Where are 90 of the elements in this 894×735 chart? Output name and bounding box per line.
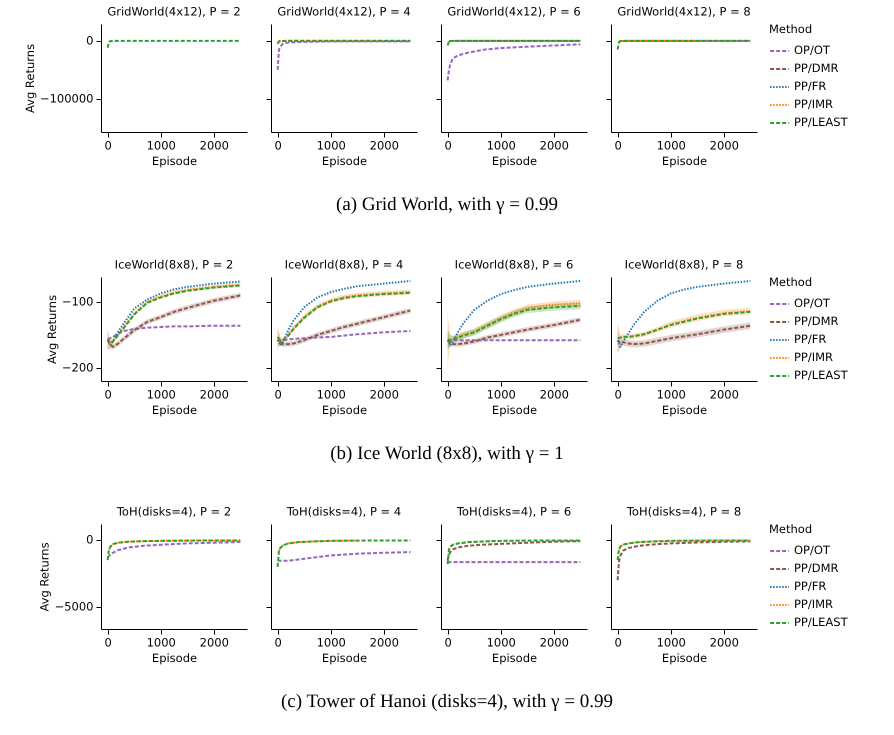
x-tick-label: 2000	[540, 636, 569, 650]
x-tick-label: 1000	[656, 138, 686, 152]
x-tick-label: 2000	[370, 138, 399, 152]
legend-label: PP/LEAST	[794, 615, 849, 629]
x-tick-label: 1000	[316, 388, 346, 402]
legend-title: Method	[769, 275, 812, 289]
x-axis-title: Episode	[152, 403, 198, 417]
legend-label: PP/FR	[794, 332, 826, 346]
x-tick-label: 0	[104, 138, 112, 152]
x-tick-label: 1000	[146, 388, 176, 402]
x-axis-title: Episode	[322, 154, 368, 168]
chart-title: ToH(disks=4), P = 2	[116, 504, 232, 518]
legend-label: PP/IMR	[794, 597, 834, 611]
x-tick-label: 0	[444, 138, 452, 152]
y-axis-title: Avg Returns	[22, 44, 37, 114]
x-tick-label: 2000	[540, 388, 569, 402]
x-tick-label: 1000	[316, 138, 346, 152]
x-tick-label: 2000	[370, 388, 399, 402]
legend-label: PP/FR	[794, 579, 826, 593]
x-tick-label: 0	[104, 388, 112, 402]
legend-label: PP/DMR	[794, 314, 839, 328]
x-tick-label: 0	[274, 388, 282, 402]
x-tick-label: 0	[104, 636, 112, 650]
y-axis-title: Avg Returns	[44, 294, 59, 364]
chart-title: GridWorld(4x12), P = 8	[617, 4, 751, 18]
chart-title: ToH(disks=4), P = 8	[626, 504, 742, 518]
text: (a) Grid World, with γ = 0.99	[335, 194, 559, 216]
x-tick-label: 1000	[146, 636, 176, 650]
chart-title: ToH(disks=4), P = 6	[456, 504, 572, 518]
x-tick-label: 0	[274, 138, 282, 152]
chart-title: GridWorld(4x12), P = 6	[447, 4, 581, 18]
x-tick-label: 1000	[486, 388, 516, 402]
x-tick-label: 2000	[710, 388, 739, 402]
chart-title: IceWorld(8x8), P = 2	[114, 258, 234, 272]
x-tick-label: 0	[444, 388, 452, 402]
text: (b) Ice World (8x8), with γ = 1	[329, 443, 565, 465]
x-tick-label: 0	[614, 636, 622, 650]
x-tick-label: 2000	[540, 138, 569, 152]
chart-title: IceWorld(8x8), P = 6	[454, 258, 574, 272]
chart-title: IceWorld(8x8), P = 8	[624, 258, 744, 272]
y-tick-label: −100000	[40, 91, 94, 106]
x-tick-label: 0	[614, 138, 622, 152]
y-tick-label: −200	[62, 360, 94, 374]
legend-label: PP/LEAST	[794, 368, 849, 382]
x-tick-label: 2000	[200, 636, 229, 650]
x-axis-title: Episode	[492, 154, 538, 168]
x-tick-label: 1000	[486, 138, 516, 152]
legend-title: Method	[769, 522, 812, 536]
chart-title: ToH(disks=4), P = 4	[286, 504, 402, 518]
x-axis-title: Episode	[322, 403, 368, 417]
y-axis-title: Avg Returns	[38, 542, 52, 612]
chart-title: GridWorld(4x12), P = 2	[107, 4, 241, 18]
legend-label: PP/LEAST	[794, 115, 849, 129]
x-axis-title: Episode	[662, 403, 708, 417]
x-tick-label: 2000	[710, 138, 739, 152]
x-tick-label: 1000	[656, 636, 686, 650]
legend-label: PP/IMR	[794, 97, 834, 111]
legend-label: PP/DMR	[794, 561, 839, 575]
x-tick-label: 2000	[200, 138, 229, 152]
x-axis-title: Episode	[492, 651, 538, 665]
x-tick-label: 2000	[370, 636, 399, 650]
x-tick-label: 2000	[200, 388, 229, 402]
legend-label: OP/OT	[794, 43, 831, 57]
chart-title: GridWorld(4x12), P = 4	[277, 4, 411, 18]
legend-label: PP/DMR	[794, 61, 839, 75]
y-tick-label: 0	[86, 33, 94, 48]
x-tick-label: 1000	[146, 138, 176, 152]
x-axis-title: Episode	[492, 403, 538, 417]
x-axis-title: Episode	[152, 651, 198, 665]
chart-title: IceWorld(8x8), P = 4	[284, 258, 404, 272]
x-tick-label: 1000	[656, 388, 686, 402]
x-tick-label: 2000	[710, 636, 739, 650]
x-axis-title: Episode	[662, 154, 708, 168]
legend-label: PP/IMR	[794, 350, 834, 364]
x-axis-title: Episode	[152, 154, 198, 168]
x-tick-label: 0	[614, 388, 622, 402]
text: (c) Tower of Hanoi (disks=4), with γ = 0.99	[280, 691, 614, 713]
legend-label: OP/OT	[794, 296, 831, 310]
x-tick-label: 0	[444, 636, 452, 650]
y-tick-label: −100	[62, 294, 94, 309]
y-tick-label: 0	[86, 532, 94, 547]
y-tick-label: −5000	[54, 599, 94, 614]
x-tick-label: 0	[274, 636, 282, 650]
x-axis-title: Episode	[662, 651, 708, 665]
legend-label: OP/OT	[794, 543, 831, 557]
x-axis-title: Episode	[322, 651, 368, 665]
legend-label: PP/FR	[794, 79, 826, 93]
x-tick-label: 1000	[486, 636, 516, 650]
x-tick-label: 1000	[316, 636, 346, 650]
legend-title: Method	[769, 22, 812, 36]
